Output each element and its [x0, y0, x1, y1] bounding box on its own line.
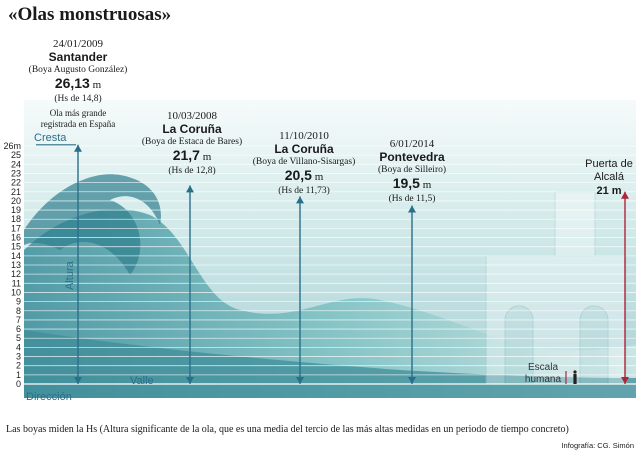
y-tick-label: 2 — [16, 361, 21, 371]
wave-trough — [24, 330, 636, 398]
y-tick-label: 10 — [11, 287, 21, 297]
valle-label: Valle — [130, 375, 154, 387]
wave-height-value: 20,5 — [284, 167, 312, 183]
wave-city: Santander — [48, 50, 108, 64]
y-tick-label: 5 — [16, 333, 21, 343]
wave-height-unit: m — [202, 151, 212, 163]
wave-buoy: (Boya de Estaca de Bares) — [141, 137, 243, 147]
y-tick-label: 22 — [11, 178, 21, 188]
y-tick-label: 21 — [11, 187, 21, 197]
wave-date: 6/01/2014 — [389, 138, 435, 150]
y-tick-label: 3 — [16, 352, 21, 362]
footnote: Las boyas miden la Hs (Altura significan… — [6, 424, 569, 435]
y-tick-label: 8 — [16, 306, 21, 316]
wave-hs: (Hs de 11,73) — [278, 186, 330, 196]
wave-buoy: (Boya de Silleiro) — [377, 165, 447, 175]
y-tick-label: 16 — [11, 233, 21, 243]
y-tick-label: 1 — [16, 370, 21, 380]
wave-city: La Coruña — [162, 122, 222, 136]
wave-height-arrow — [186, 185, 194, 384]
y-tick-label: 6 — [16, 324, 21, 334]
y-tick-label: 25 — [11, 150, 21, 160]
altura-label: Altura — [64, 261, 76, 290]
wave-height-arrow — [408, 205, 416, 384]
wave-buoy: (Boya de Villano-Sisargas) — [252, 157, 356, 167]
reference-arrow — [621, 191, 629, 384]
y-tick-label: 11 — [12, 278, 21, 288]
wave-height: 21,7 m — [134, 148, 250, 165]
y-tick-label: 12 — [11, 269, 21, 279]
y-tick-label: 20 — [11, 196, 21, 206]
wave-height-unit: m — [92, 79, 102, 91]
wave-buoy: (Boya Augusto González) — [28, 65, 128, 75]
y-tick-label: 13 — [11, 260, 21, 270]
wave-label-santander: 24/01/2009 Santander (Boya Augusto Gonzá… — [10, 38, 146, 130]
wave-city: Pontevedra — [379, 150, 445, 164]
y-tick-label: 9 — [16, 297, 21, 307]
y-tick-label: 14 — [11, 251, 21, 261]
direccion-label: Dirección — [26, 391, 72, 403]
human-figure — [573, 370, 577, 384]
wave-height-value: 21,7 — [172, 147, 200, 163]
y-tick-label: 23 — [11, 168, 21, 178]
reference-height: 21 m — [596, 185, 622, 197]
wave-date: 11/10/2010 — [279, 130, 329, 142]
wave-date: 10/03/2008 — [166, 110, 218, 122]
wave-note: Ola más grande registrada en España — [40, 108, 116, 129]
y-tick-label: 15 — [11, 242, 21, 252]
y-tick-label: 18 — [11, 214, 21, 224]
cresta-label: Cresta — [34, 132, 67, 144]
wave-label-coruna-2008: 10/03/2008 La Coruña (Boya de Estaca de … — [134, 110, 250, 177]
escala-humana-label: Escala humana — [524, 362, 562, 385]
y-tick-label: 7 — [16, 315, 21, 325]
wave-date: 24/01/2009 — [52, 38, 104, 50]
wave-hs: (Hs de 11,5) — [388, 194, 436, 204]
wave-curl — [24, 174, 161, 275]
y-tick-label: 19 — [11, 205, 21, 215]
y-tick-label: 17 — [11, 223, 21, 233]
reference-name: Puerta de Alcalá — [585, 158, 633, 183]
wave-label-coruna-2010: 11/10/2010 La Coruña (Boya de Villano-Si… — [244, 130, 364, 197]
wave-height: 19,5 m — [366, 176, 458, 193]
wave-height-arrow — [296, 196, 304, 384]
wave-height-unit: m — [422, 179, 432, 191]
wave-city: La Coruña — [274, 142, 334, 156]
wave-height-value: 19,5 — [392, 175, 420, 191]
wave-height-value: 26,13 — [54, 75, 90, 91]
y-tick-label: 4 — [16, 342, 21, 352]
wave-label-pontevedra: 6/01/2014 Pontevedra (Boya de Silleiro) … — [366, 138, 458, 205]
y-tick-label: 26m — [3, 141, 21, 151]
chart-title: «Olas monstruosas» — [8, 4, 172, 25]
reference-label-puerta: Puerta de Alcalá 21 m — [576, 158, 642, 199]
credit: Infografía: CG. Simón — [561, 441, 634, 450]
wave-hs: (Hs de 14,8) — [54, 94, 102, 104]
wave-height-arrow — [74, 144, 82, 384]
y-tick-label: 0 — [16, 379, 21, 389]
y-tick-label: 24 — [11, 159, 21, 169]
wave-hs: (Hs de 12,8) — [168, 166, 216, 176]
wave-height: 20,5 m — [244, 168, 364, 185]
wave-height-unit: m — [314, 171, 324, 183]
wave-height: 26,13 m — [10, 76, 146, 93]
direccion-arrowhead — [24, 398, 30, 406]
